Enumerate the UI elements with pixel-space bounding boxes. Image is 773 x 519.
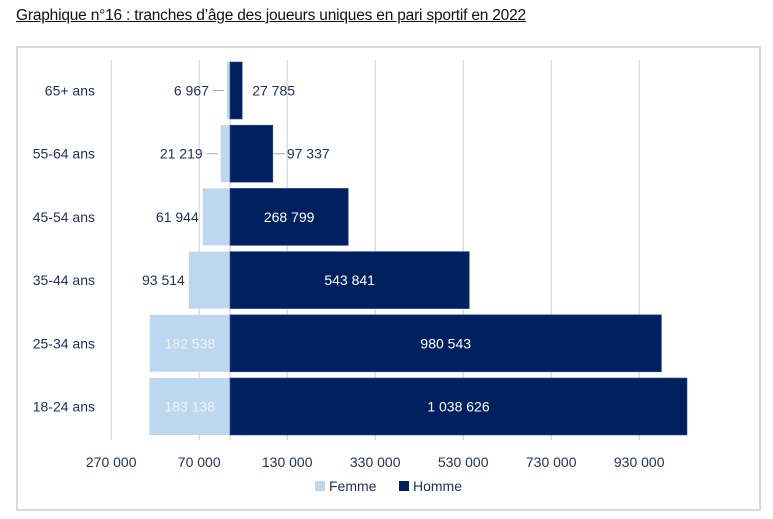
bar-homme bbox=[229, 124, 274, 183]
bar-femme bbox=[202, 188, 230, 246]
x-tick-label: 70 000 bbox=[178, 454, 221, 470]
x-tick-label: 270 000 bbox=[86, 454, 137, 470]
category-label: 55-64 ans bbox=[33, 146, 95, 162]
chart-title: Graphique n°16 : tranches d’âge des joue… bbox=[16, 7, 526, 24]
x-tick-label: 130 000 bbox=[262, 454, 313, 470]
bar-homme bbox=[229, 314, 662, 373]
data-label-femme: 61 944 bbox=[156, 209, 199, 225]
x-tick-label: 330 000 bbox=[350, 454, 401, 470]
data-label-femme: 21 219 bbox=[160, 146, 203, 162]
x-tick-label: 730 000 bbox=[526, 454, 577, 470]
data-label-homme: 1 038 626 bbox=[427, 399, 489, 415]
data-label-homme: 543 841 bbox=[324, 272, 375, 288]
bar-femme bbox=[226, 62, 230, 119]
bar-homme bbox=[229, 251, 470, 309]
bar-femme bbox=[220, 125, 230, 183]
data-label-femme: 93 514 bbox=[142, 272, 185, 288]
category-label: 18-24 ans bbox=[33, 399, 95, 415]
x-tick-label: 530 000 bbox=[438, 454, 489, 470]
category-label: 35-44 ans bbox=[33, 272, 95, 288]
category-label: 65+ ans bbox=[45, 83, 95, 99]
category-label: 45-54 ans bbox=[33, 209, 95, 225]
data-label-homme: 268 799 bbox=[264, 209, 315, 225]
data-label-homme: 27 785 bbox=[252, 83, 295, 99]
data-label-homme: 97 337 bbox=[287, 146, 330, 162]
category-labels: 65+ ans 55-64 ans 45-54 ans 35-44 ans 25-34 … bbox=[33, 83, 95, 415]
gridlines bbox=[110, 60, 640, 440]
legend-label: Homme bbox=[413, 478, 462, 494]
bar-homme bbox=[229, 377, 688, 436]
bar-femme bbox=[188, 251, 230, 309]
legend-item-homme[interactable]: Homme bbox=[399, 478, 462, 494]
category-label: 25-34 ans bbox=[33, 335, 95, 351]
x-tick-label: 930 000 bbox=[614, 454, 665, 470]
legend-label: Femme bbox=[329, 478, 377, 494]
bar-femme bbox=[149, 314, 230, 372]
bar-homme bbox=[229, 188, 349, 246]
x-tick-labels: 270 000 70 000 130 000 330 000 530 000 730 00… bbox=[86, 454, 665, 470]
legend-swatch bbox=[399, 481, 409, 491]
legend: Femme Homme bbox=[315, 478, 462, 494]
legend-item-femme[interactable]: Femme bbox=[315, 478, 377, 494]
data-label-femme: 6 967 bbox=[174, 83, 209, 99]
legend-swatch bbox=[315, 481, 325, 491]
data-label-femme: 183 138 bbox=[164, 399, 215, 415]
data-label-homme: 980 543 bbox=[420, 335, 471, 351]
data-label-femme: 182 538 bbox=[165, 335, 216, 351]
bar-homme bbox=[229, 61, 243, 120]
data-labels: 6 967 27 785 21 219 97 337 61 944 268 799 93 5… bbox=[142, 83, 490, 415]
bar-femme bbox=[149, 378, 230, 435]
bars bbox=[149, 61, 688, 436]
